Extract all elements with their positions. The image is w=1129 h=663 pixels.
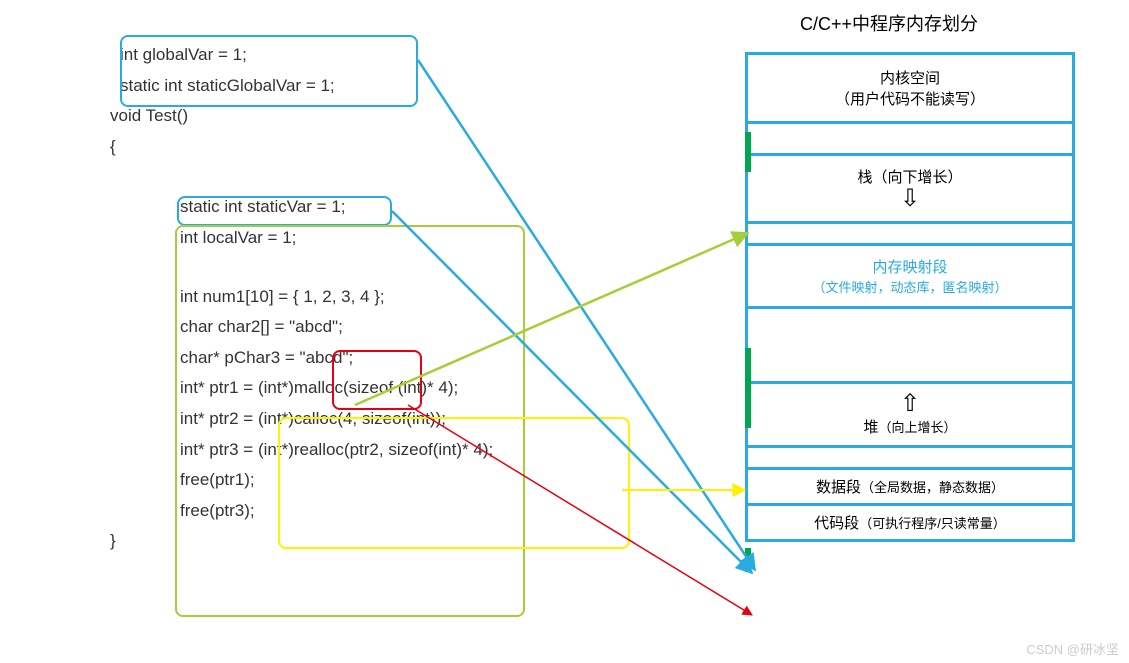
memory-mmap: 内存映射段 （文件映射，动态库，匿名映射） [748, 246, 1072, 309]
green-divider [745, 132, 751, 172]
highlight-box-static [177, 196, 392, 226]
data-label: 数据段 [816, 479, 861, 496]
memory-gap [748, 309, 1072, 384]
stack-label: 栈（向下增长） [752, 166, 1068, 187]
code-line: { [110, 132, 493, 163]
memory-gap [748, 224, 1072, 246]
kernel-sub: （用户代码不能读写） [752, 88, 1068, 109]
text-label: 代码段 [814, 515, 859, 532]
mmap-sub: （文件映射，动态库，匿名映射） [752, 277, 1068, 296]
highlight-box-global [120, 35, 418, 107]
diagram-title: C/C++中程序内存划分 [800, 10, 978, 36]
memory-gap [748, 448, 1072, 470]
heap-label: 堆（向上增长） [752, 416, 1068, 437]
highlight-box-heap [278, 417, 630, 549]
memory-kernel: 内核空间 （用户代码不能读写） [748, 55, 1072, 124]
memory-heap: ⇧ 堆（向上增长） [748, 384, 1072, 448]
green-divider [745, 548, 751, 572]
kernel-label: 内核空间 [752, 67, 1068, 88]
memory-text: 代码段（可执行程序/只读常量） [748, 506, 1072, 539]
data-sub: （全局数据，静态数据） [861, 480, 1004, 495]
mmap-label: 内存映射段 [752, 256, 1068, 277]
green-divider [745, 348, 751, 428]
memory-data: 数据段（全局数据，静态数据） [748, 470, 1072, 506]
arrow-down-icon: ⇩ [752, 187, 1068, 211]
memory-stack: 栈（向下增长） ⇩ [748, 156, 1072, 224]
watermark: CSDN @研冰坚 [1026, 639, 1119, 658]
highlight-box-string [332, 350, 422, 410]
text-sub: （可执行程序/只读常量） [859, 516, 1006, 531]
memory-gap [748, 124, 1072, 156]
arrow-up-icon: ⇧ [752, 392, 1068, 416]
memory-layout-diagram: 内核空间 （用户代码不能读写） 栈（向下增长） ⇩ 内存映射段 （文件映射，动态… [745, 52, 1075, 542]
